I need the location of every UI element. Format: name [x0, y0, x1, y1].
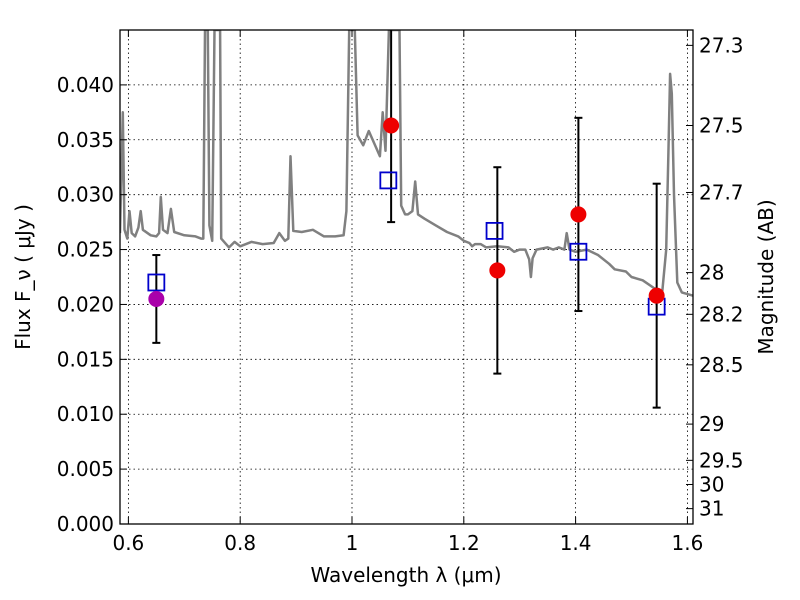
y-tick-label: 0.020 [57, 292, 114, 316]
x-tick-label: 0.6 [112, 531, 144, 555]
x-tick-label: 1.2 [448, 531, 480, 555]
observed-marker [148, 290, 165, 307]
right-tick-label: 27.3 [699, 33, 744, 57]
right-tick-label: 28.5 [699, 353, 744, 377]
model-square-marker [485, 221, 504, 240]
right-tick-label: 29 [699, 412, 724, 436]
x-axis-label: Wavelength λ (μm) [310, 563, 501, 587]
right-tick-label: 27.7 [699, 180, 744, 204]
right-tick-label: 28 [699, 261, 724, 285]
y-tick-label: 0.005 [57, 457, 114, 481]
y-tick-label: 0.035 [57, 128, 114, 152]
model-square-marker [147, 273, 166, 292]
y-tick-label: 0.015 [57, 347, 114, 371]
y-axis-label-right: Magnitude (AB) [754, 199, 778, 354]
right-tick-label: 27.5 [699, 114, 744, 138]
observed-marker [489, 262, 506, 279]
right-tick-label: 31 [699, 497, 724, 521]
x-tick-label: 0.8 [224, 531, 256, 555]
y-tick-label: 0.030 [57, 183, 114, 207]
model-square-marker [569, 242, 588, 261]
y-tick-label: 0.040 [57, 73, 114, 97]
y-axis-label: Flux F_ν ( μJy ) [11, 204, 35, 350]
grid [120, 30, 693, 524]
right-tick-label: 28.2 [699, 302, 744, 326]
spectrum-line [120, 30, 693, 297]
model-spectrum [120, 30, 693, 297]
y-tick-label: 0.000 [57, 512, 114, 536]
y-tick-label: 0.010 [57, 402, 114, 426]
axis-ticks: 0.6 0.8 1 1.2 1.4 1.6 0.000 0.005 0.010 0.015 0.02… [57, 30, 744, 555]
observed-marker [570, 206, 587, 223]
observed-marker [648, 287, 665, 304]
right-tick-label: 30 [699, 472, 724, 496]
x-tick-label: 1.6 [672, 531, 704, 555]
right-tick-label: 29.5 [699, 448, 744, 472]
x-tick-label: 1 [346, 531, 359, 555]
plot-frame [119, 29, 694, 525]
y-tick-label: 0.025 [57, 238, 114, 262]
model-square-marker [379, 171, 398, 190]
x-tick-label: 1.4 [560, 531, 592, 555]
data-markers [147, 117, 666, 316]
observed-marker [383, 117, 400, 134]
